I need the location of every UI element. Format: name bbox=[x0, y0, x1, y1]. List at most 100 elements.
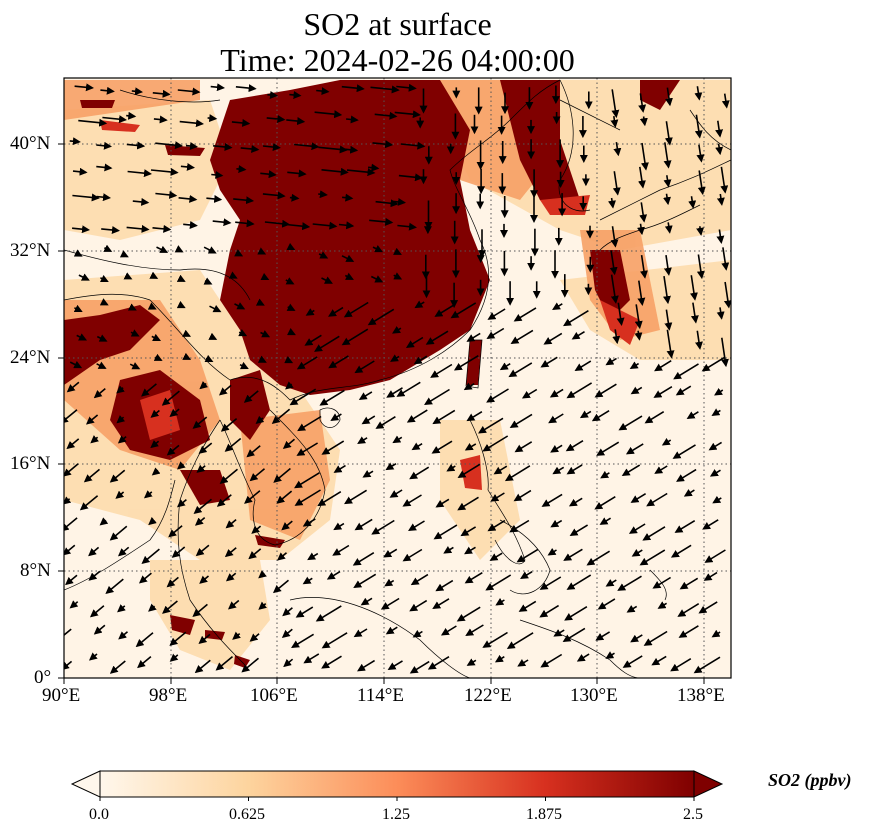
axis-tick-marks bbox=[58, 143, 705, 684]
wind-arrow bbox=[676, 468, 697, 482]
wind-arrow bbox=[509, 519, 530, 533]
wind-arrow bbox=[380, 597, 400, 610]
wind-arrow bbox=[630, 634, 643, 643]
wind-arrow bbox=[257, 355, 267, 363]
wind-arrow bbox=[244, 490, 261, 504]
wind-arrow bbox=[639, 202, 648, 223]
wind-arrow bbox=[93, 624, 106, 635]
wind-arrow bbox=[258, 601, 267, 610]
wind-arrow bbox=[302, 518, 316, 527]
wind-arrow bbox=[392, 247, 402, 255]
wind-arrow bbox=[88, 570, 101, 581]
wind-arrow bbox=[539, 604, 560, 618]
wind-arrow bbox=[138, 572, 152, 584]
wind-arrow bbox=[285, 277, 295, 285]
wind-arrow bbox=[155, 141, 183, 150]
wind-arrow bbox=[487, 519, 506, 532]
colorbar-title: SO2 (ppbv) bbox=[768, 770, 852, 790]
wind-arrow bbox=[482, 631, 508, 648]
wind-arrow bbox=[168, 525, 183, 538]
wind-arrow bbox=[235, 219, 255, 228]
wind-arrow bbox=[634, 330, 643, 341]
wind-arrow bbox=[400, 141, 426, 150]
wind-arrow bbox=[639, 116, 648, 127]
wind-arrow bbox=[148, 516, 157, 526]
wind-arrow bbox=[209, 304, 222, 313]
wind-arrow bbox=[161, 390, 180, 406]
wind-arrow bbox=[76, 333, 88, 341]
wind-arrow bbox=[703, 571, 718, 581]
wind-arrow bbox=[212, 218, 232, 227]
wind-arrow bbox=[694, 86, 703, 101]
wind-arrow bbox=[637, 166, 646, 189]
wind-arrow bbox=[450, 302, 477, 319]
wind-arrow bbox=[610, 226, 619, 248]
wind-arrow bbox=[342, 193, 354, 202]
wind-arrow bbox=[307, 552, 319, 561]
wind-arrow bbox=[151, 467, 161, 476]
wind-arrow bbox=[552, 466, 565, 475]
wind-arrow bbox=[389, 489, 403, 498]
wind-arrow bbox=[204, 354, 214, 363]
wind-arrow bbox=[478, 417, 504, 434]
wind-arrow bbox=[540, 356, 558, 368]
wind-arrow bbox=[566, 382, 593, 399]
wind-arrow bbox=[609, 250, 618, 276]
wind-arrow bbox=[109, 525, 128, 541]
wind-arrow bbox=[64, 660, 73, 671]
wind-arrow bbox=[64, 544, 76, 556]
wind-arrow bbox=[234, 249, 244, 257]
wind-arrow bbox=[284, 355, 294, 364]
wind-arrow bbox=[549, 388, 564, 398]
wind-arrow bbox=[199, 575, 210, 584]
wind-arrow bbox=[613, 141, 622, 157]
wind-arrow bbox=[460, 526, 477, 537]
wind-arrow bbox=[393, 272, 403, 280]
wind-arrow bbox=[394, 110, 421, 119]
lat-tick-label: 8°N bbox=[20, 560, 51, 581]
wind-arrow bbox=[224, 437, 242, 452]
wind-arrow bbox=[357, 436, 368, 444]
wind-arrow bbox=[663, 193, 671, 206]
wind-arrow bbox=[88, 652, 98, 661]
wind-arrow bbox=[303, 653, 320, 664]
wind-arrow bbox=[465, 624, 484, 637]
wind-arrow bbox=[482, 435, 509, 452]
wind-arrow bbox=[409, 660, 430, 674]
wind-arrow bbox=[591, 410, 610, 422]
wind-arrow bbox=[109, 469, 126, 483]
wind-arrow bbox=[690, 302, 699, 324]
map-subtitle-time: Time: 2024-02-26 04:00:00 bbox=[220, 42, 575, 78]
wind-arrow bbox=[291, 633, 315, 649]
wind-arrow bbox=[321, 276, 333, 284]
wind-arrow bbox=[276, 490, 293, 504]
wind-arrow bbox=[600, 470, 610, 479]
wind-arrow bbox=[231, 118, 251, 127]
wind-arrow bbox=[663, 175, 672, 188]
wind-arrow bbox=[550, 519, 563, 528]
wind-arrow bbox=[576, 653, 590, 662]
wind-arrow bbox=[410, 573, 429, 586]
wind-arrow bbox=[708, 441, 723, 451]
wind-arrow bbox=[361, 415, 376, 425]
wind-arrow bbox=[712, 495, 722, 504]
wind-arrow bbox=[594, 383, 617, 398]
wind-arrow bbox=[721, 93, 730, 109]
wind-arrow bbox=[595, 631, 611, 641]
wind-arrow bbox=[96, 141, 112, 150]
wind-arrow bbox=[260, 170, 277, 179]
wind-arrow bbox=[126, 111, 137, 120]
wind-arrow bbox=[153, 353, 163, 361]
wind-arrow bbox=[96, 163, 113, 172]
wind-arrow bbox=[353, 573, 377, 589]
wind-arrow bbox=[234, 302, 246, 310]
wind-arrow bbox=[517, 659, 529, 667]
wind-arrow bbox=[413, 355, 428, 365]
wind-arrow bbox=[260, 330, 271, 338]
wind-arrow bbox=[440, 625, 457, 636]
wind-arrow bbox=[239, 361, 249, 370]
wind-arrow bbox=[353, 628, 368, 638]
wind-arrow bbox=[65, 574, 78, 586]
lon-tick-label: 122°E bbox=[464, 685, 512, 706]
wind-arrow bbox=[693, 656, 721, 674]
